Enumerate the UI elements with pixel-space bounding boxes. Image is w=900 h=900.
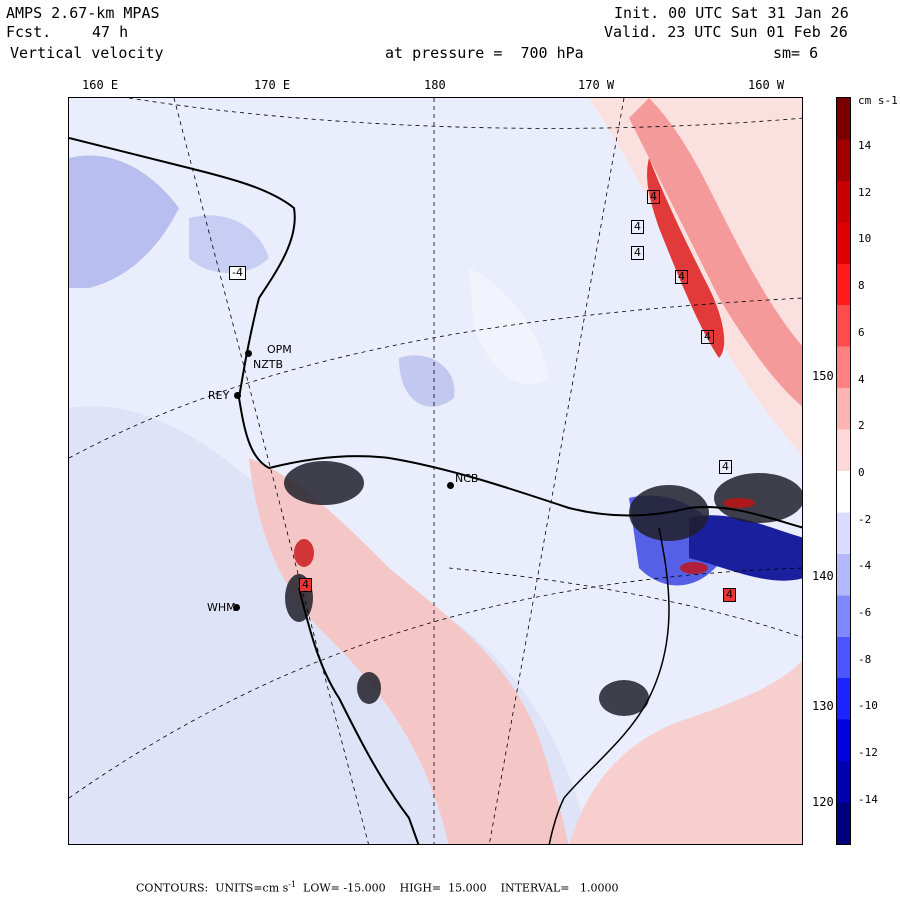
footer-contours: CONTOURS: UNITS=cm s [136, 881, 289, 895]
station-nztb: NZTB [253, 358, 284, 371]
colorbar-tick-label: -4 [858, 559, 872, 573]
init-time: Init. 00 UTC Sat 31 Jan 26 [614, 4, 849, 22]
station-ncb: NCB [455, 472, 479, 485]
vertical-velocity-field [69, 98, 802, 844]
colorbar-tick-label: 0 [858, 465, 865, 479]
colorbar-tick-label: -6 [858, 606, 872, 619]
footer-units-exponent: -1 [288, 880, 297, 889]
colorbar-tick-label: 4 [858, 372, 865, 386]
contour-label: 4 [719, 460, 732, 474]
colorbar-tick-label: -8 [858, 652, 872, 666]
station-marker [233, 604, 240, 611]
contour-label: 4 [675, 270, 688, 284]
footer-interval: INTERVAL= 1.0000 [486, 881, 619, 895]
colorbar-tick-label: 12 [858, 185, 872, 199]
lon-label-180: 180 [424, 78, 446, 92]
colorbar-tick-label: -10 [858, 699, 878, 713]
footer-high: HIGH= 15.000 [385, 881, 487, 895]
station-marker [234, 392, 241, 399]
smoothing-value: sm= 6 [773, 44, 819, 62]
colorbar-tick-label: -2 [858, 512, 872, 526]
valid-time: Valid. 23 UTC Sun 01 Feb 26 [604, 23, 848, 41]
footer-low: LOW= -15.000 [296, 881, 386, 895]
contour-label: 4 [631, 246, 644, 260]
contour-label: 4 [723, 588, 736, 602]
station-whm: WHM [207, 601, 236, 614]
lon-label-160e: 160 E [82, 78, 119, 92]
station-marker [245, 350, 252, 357]
forecast-hours: 47 h [92, 23, 129, 41]
lon-label-170e: 170 E [254, 78, 291, 92]
variable-name: Vertical velocity [10, 44, 164, 62]
pressure-level: at pressure = 700 hPa [385, 44, 584, 62]
colorbar-units: cm s-1 [858, 94, 898, 107]
station-opm: OPM [267, 343, 292, 356]
contour-label: 4 [299, 578, 312, 592]
contour-label: -4 [229, 266, 246, 280]
station-marker [447, 482, 454, 489]
model-title: AMPS 2.67-km MPAS [6, 4, 160, 22]
colorbar [836, 97, 851, 845]
station-rey: REY [208, 389, 230, 402]
colorbar-tick-label: 6 [858, 325, 865, 339]
colorbar-tick-label: -14 [858, 792, 878, 806]
map-panel: OPM NZTB REY NCB WHM -4 4 4 4 4 4 4 4 4 [68, 97, 803, 845]
contour-label: 4 [647, 190, 660, 204]
lon-label-170w: 170 W [578, 78, 615, 92]
contour-info: CONTOURS: UNITS=cm s-1 LOW= -15.000 HIGH… [136, 880, 618, 895]
colorbar-tick-label: 10 [858, 232, 872, 246]
colorbar-tick-label: 14 [858, 139, 872, 152]
colorbar-tick-label: 8 [858, 279, 865, 293]
lon-label-160w: 160 W [748, 78, 785, 92]
colorbar-tick-label: -12 [858, 746, 878, 760]
colorbar-tick-label: 2 [858, 419, 865, 433]
forecast-label: Fcst. [6, 23, 52, 41]
contour-label: 4 [701, 330, 714, 344]
contour-label: 4 [631, 220, 644, 234]
